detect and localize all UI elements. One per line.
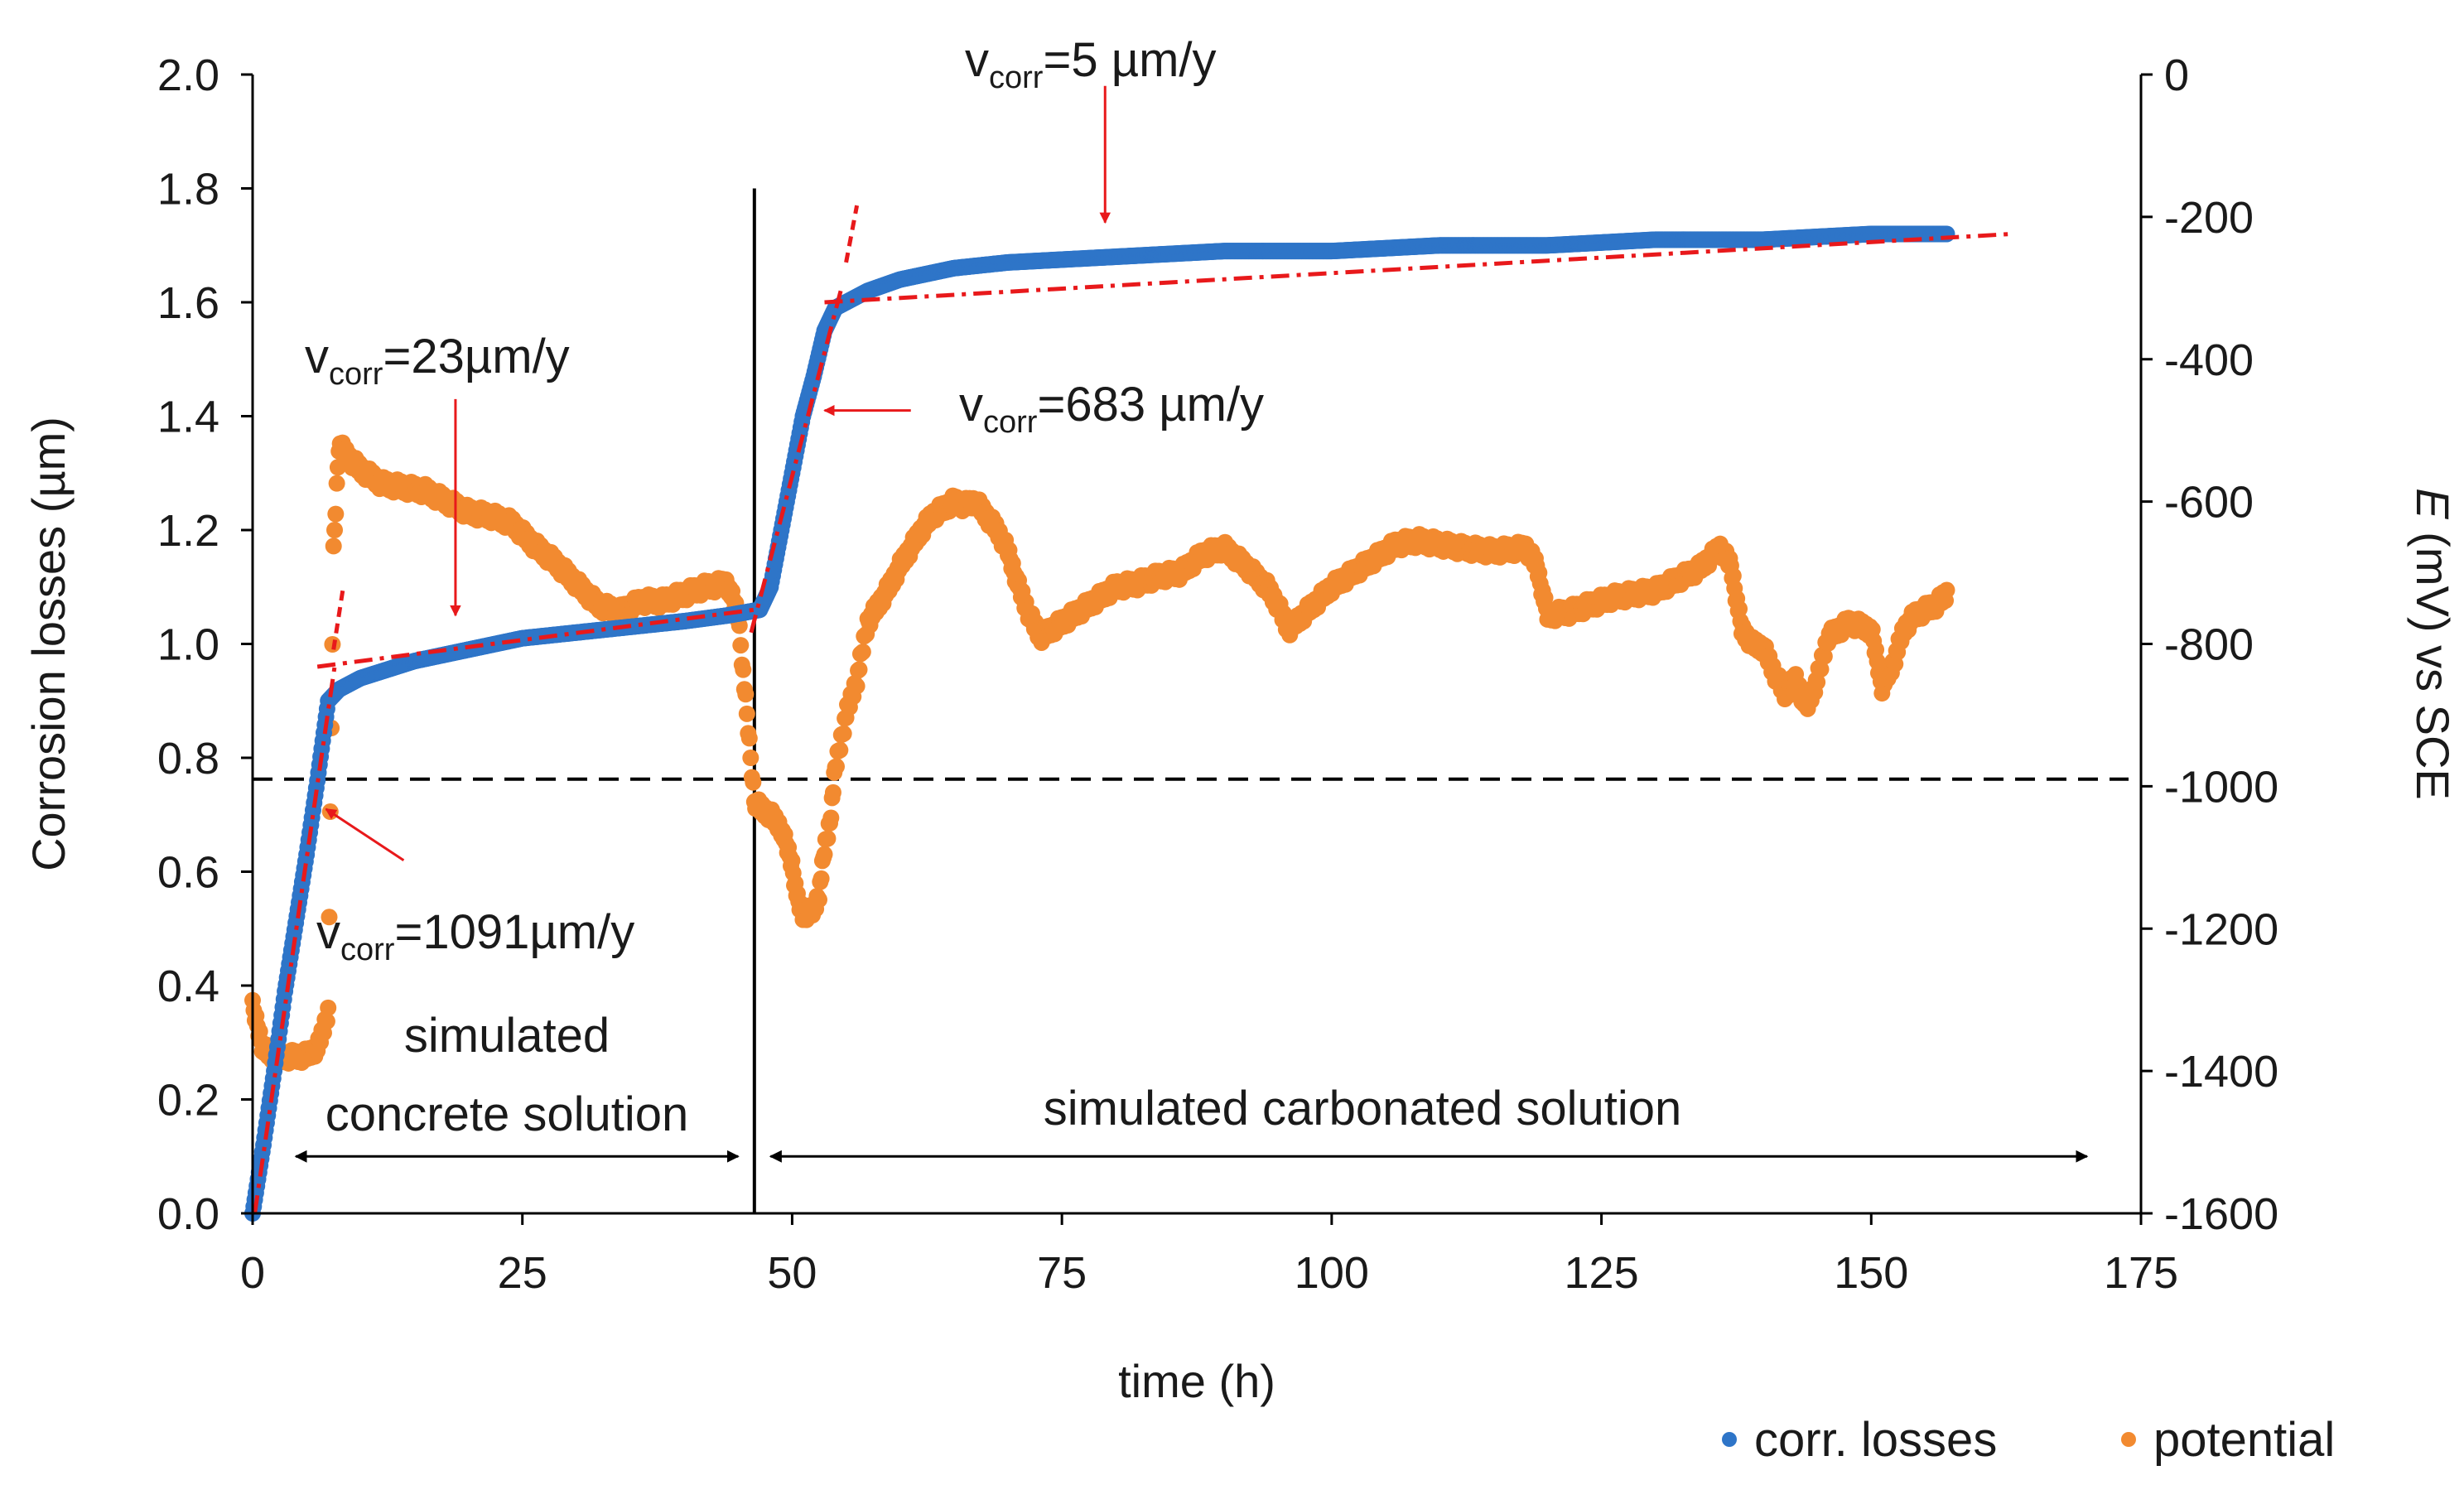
y2-tick-label: -200: [2164, 193, 2254, 243]
potential-point: [1815, 648, 1833, 665]
x-tick-label: 50: [767, 1248, 817, 1298]
potential-point: [1938, 581, 1955, 599]
legend: corr. losses potential: [1722, 1413, 2335, 1467]
vcorr-label-23: vcorr=23µm/y: [305, 330, 570, 392]
fit-line: [253, 666, 337, 1214]
potential-point: [745, 774, 762, 791]
potential-point: [835, 725, 852, 742]
potential-point: [318, 1013, 335, 1030]
potential-point: [320, 999, 337, 1016]
y-tick-label: 1.6: [157, 278, 219, 328]
region-label-carbonated: simulated carbonated solution: [1044, 1082, 1682, 1135]
potential-point: [848, 677, 866, 695]
y2-tick-label: -1200: [2164, 904, 2278, 954]
x-tick-label: 0: [240, 1248, 265, 1298]
potential-point: [326, 522, 344, 538]
x-axis-title: time (h): [1118, 1355, 1275, 1407]
fit-line: [749, 290, 843, 634]
x-tick-label: 125: [1565, 1248, 1639, 1298]
y-tick-label: 0.0: [157, 1189, 219, 1239]
axes: 0 25 50 75 100 125 150 175 0.0 0.2 0.4 0.6 0.8 1.0 1.2…: [157, 51, 2278, 1298]
potential-series: [244, 434, 1955, 1072]
x-tick-label: 100: [1295, 1248, 1369, 1298]
fit-line: [316, 607, 755, 669]
vcorr-label-1091: vcorr=1091µm/y: [316, 905, 634, 967]
potential-point: [732, 637, 750, 654]
y2-tick-label: -800: [2164, 620, 2254, 670]
region-label-concrete-line1: simulated: [404, 1009, 610, 1063]
y2-tick-label: -1400: [2164, 1047, 2278, 1097]
y2-tick-label: 0: [2164, 51, 2189, 100]
x-tick-label: 150: [1834, 1248, 1908, 1298]
vcorr-arrow-1091: [325, 808, 405, 862]
potential-point: [811, 891, 827, 909]
fit-line-extension: [844, 205, 860, 263]
y-tick-label: 0.4: [157, 962, 219, 1011]
y-tick-label: 1.4: [157, 393, 219, 442]
potential-point: [742, 750, 759, 766]
y-tick-label: 0.2: [157, 1076, 219, 1126]
potential-point: [737, 686, 755, 703]
y2-axis-title-rest: (mV) vs SCE: [2407, 519, 2459, 800]
potential-point: [1812, 661, 1830, 678]
potential-point: [1731, 600, 1748, 618]
potential-point: [812, 870, 830, 887]
y-tick-label: 2.0: [157, 51, 219, 100]
potential-point: [325, 538, 342, 555]
y-tick-label: 0.6: [157, 848, 219, 898]
y-tick-label: 1.2: [157, 506, 219, 556]
fit-lines: [253, 205, 2012, 1214]
potential-point: [735, 661, 752, 678]
vcorr-label-683: vcorr=683 µm/y: [959, 378, 1264, 440]
potential-point: [832, 741, 849, 759]
potential-point: [822, 809, 840, 827]
reference-lines: [253, 188, 2129, 1213]
fit-line-extension: [331, 586, 345, 650]
vcorr-label-5: vcorr=5 µm/y: [965, 33, 1217, 95]
x-tick-label: 75: [1037, 1248, 1087, 1298]
legend-marker-potential: [2121, 1432, 2136, 1447]
y-tick-label: 1.0: [157, 620, 219, 670]
potential-point: [854, 644, 871, 661]
x-tick-label: 175: [2104, 1248, 2178, 1298]
potential-point: [738, 705, 755, 722]
potential-point: [1809, 673, 1826, 691]
y2-tick-label: -600: [2164, 478, 2254, 528]
y2-tick-label: -1600: [2164, 1189, 2278, 1239]
potential-point: [824, 783, 841, 801]
potential-point: [321, 909, 338, 926]
y2-tick-label: -1000: [2164, 762, 2278, 812]
y2-tick-label: -400: [2164, 335, 2254, 385]
potential-point: [784, 852, 801, 870]
x-tick-label: 25: [498, 1248, 547, 1298]
region-label-concrete-line2: concrete solution: [325, 1087, 688, 1141]
y-axis-title: Corrosion losses (µm): [22, 417, 75, 871]
y-tick-label: 1.8: [157, 165, 219, 215]
y-tick-label: 0.8: [157, 734, 219, 783]
potential-point: [851, 661, 868, 678]
legend-label-corr-losses: corr. losses: [1754, 1413, 1997, 1467]
potential-point: [327, 505, 345, 523]
potential-point: [816, 846, 833, 863]
potential-point: [819, 830, 837, 847]
legend-marker-corr-losses: [1722, 1432, 1737, 1447]
legend-label-potential: potential: [2153, 1413, 2335, 1467]
y2-axis-title-var: E: [2407, 488, 2459, 519]
potential-point: [1724, 567, 1742, 585]
potential-point: [827, 758, 845, 775]
potential-point: [328, 475, 345, 492]
y2-axis-title: E (mV) vs SCE: [2407, 488, 2459, 799]
fit-line: [824, 232, 2012, 305]
annotations: vcorr=1091µm/y vcorr=23µm/y vcorr=683 µm/y…: [294, 33, 2089, 1163]
potential-point: [740, 730, 758, 747]
